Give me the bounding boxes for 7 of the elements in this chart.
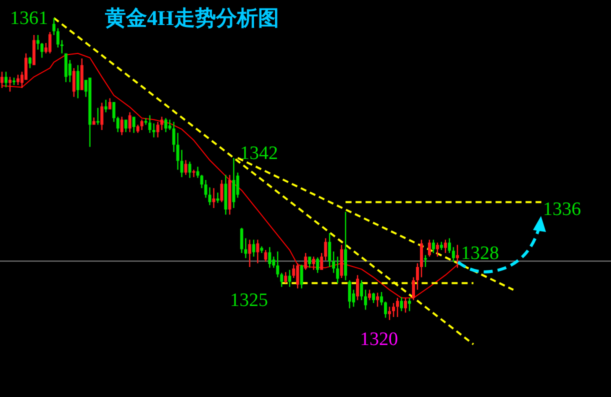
ref-line-label: 1328 (461, 243, 499, 264)
annotation: 1325 (230, 290, 268, 311)
text: 1320 (360, 329, 398, 350)
annotation: 1342 (240, 143, 278, 164)
annotation: 1361 (10, 8, 48, 29)
annotation: 1336 (543, 199, 581, 220)
chart-title: 黄金4H走势分析图 (104, 6, 279, 30)
